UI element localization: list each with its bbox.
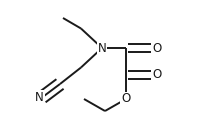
Text: O: O <box>152 69 161 81</box>
Text: O: O <box>152 42 161 54</box>
Text: N: N <box>98 42 106 54</box>
Text: O: O <box>121 93 131 105</box>
Text: N: N <box>35 91 44 104</box>
